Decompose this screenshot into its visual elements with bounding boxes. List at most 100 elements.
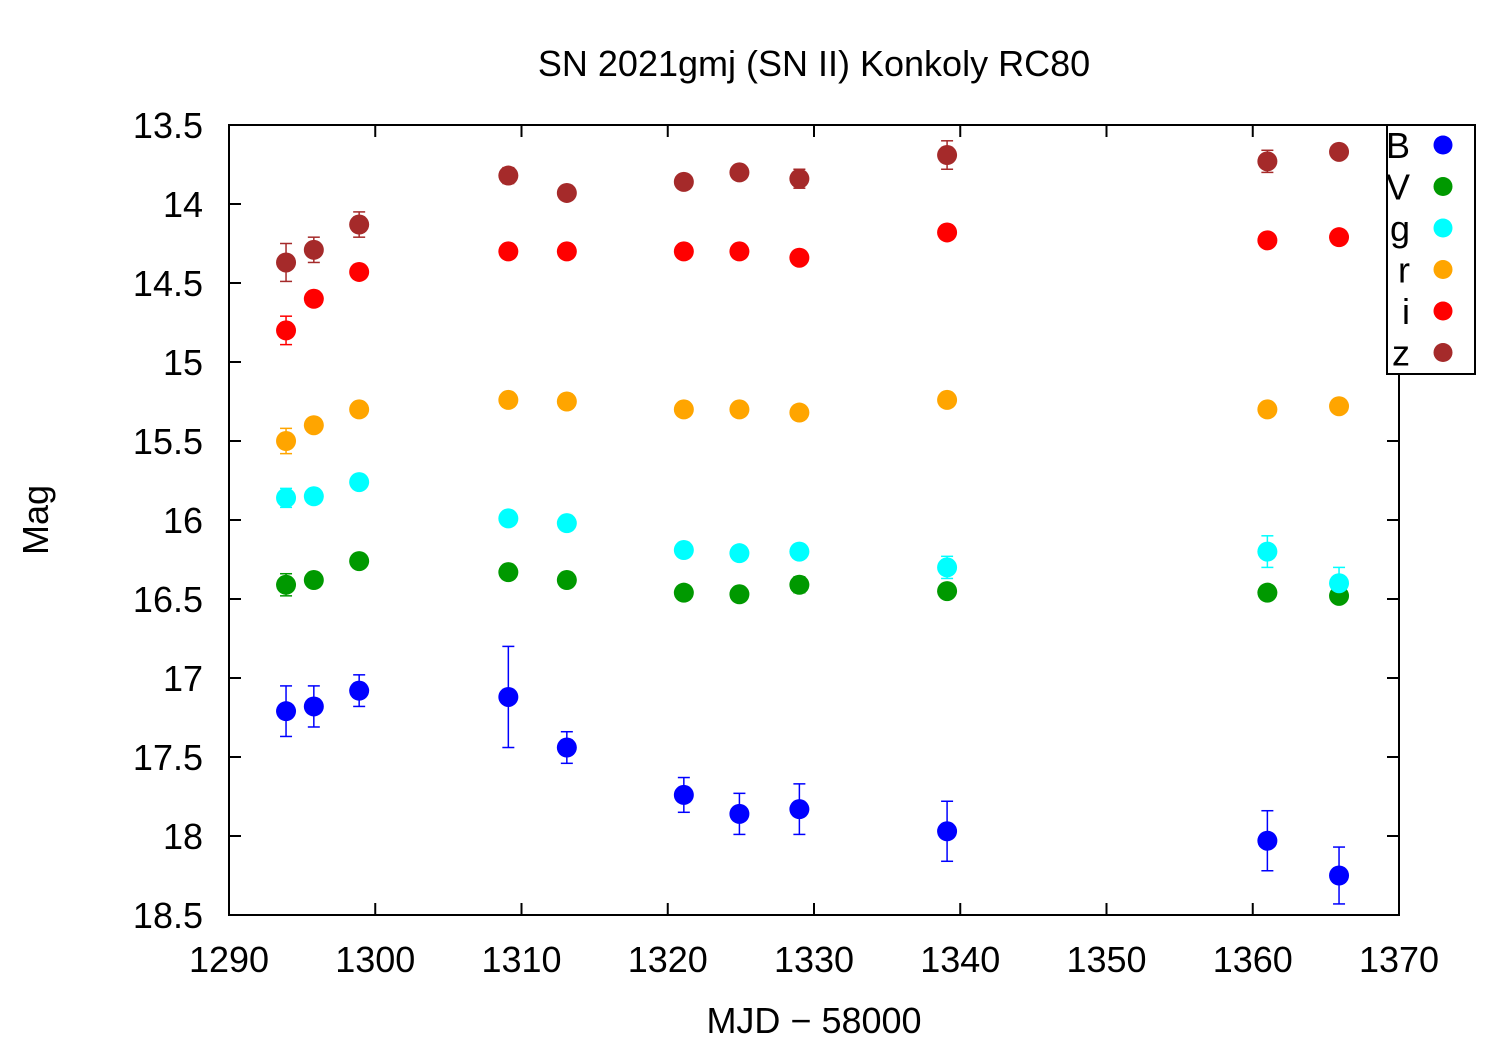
data-point-z	[937, 145, 958, 166]
data-point-g	[349, 472, 370, 493]
x-tick-label: 1370	[1359, 939, 1439, 980]
chart-title: SN 2021gmj (SN II) Konkoly RC80	[538, 43, 1090, 84]
legend-label: g	[1390, 208, 1410, 249]
data-point-i	[729, 241, 750, 262]
data-point-i	[937, 222, 958, 243]
data-point-V	[556, 570, 577, 591]
data-point-i	[498, 241, 519, 262]
data-point-z	[498, 165, 519, 186]
data-point-i	[673, 241, 694, 262]
y-tick-label: 13.5	[133, 105, 203, 146]
data-point-i	[349, 261, 370, 282]
data-point-z	[729, 162, 750, 183]
y-tick-label: 18	[163, 816, 203, 857]
data-point-V	[349, 551, 370, 572]
data-point-z	[276, 252, 297, 273]
data-point-i	[1257, 230, 1278, 251]
legend-label: z	[1392, 333, 1410, 374]
data-point-B	[1329, 865, 1350, 886]
data-point-z	[303, 239, 324, 260]
y-tick-label: 17.5	[133, 737, 203, 778]
data-point-i	[1329, 227, 1350, 248]
legend-marker	[1433, 343, 1453, 362]
y-tick-label: 16	[163, 500, 203, 541]
axis-ticks	[228, 124, 1400, 916]
data-point-V	[729, 584, 750, 605]
x-tick-label: 1330	[774, 939, 854, 980]
data-point-r	[303, 415, 324, 436]
data-point-B	[673, 784, 694, 805]
data-point-B	[789, 799, 810, 820]
x-tick-label: 1300	[335, 939, 415, 980]
y-axis-label: Mag	[15, 485, 56, 555]
data-points	[276, 141, 1350, 886]
data-point-z	[789, 168, 810, 189]
legend-label: r	[1398, 250, 1410, 291]
y-tick-label: 15.5	[133, 421, 203, 462]
data-point-V	[276, 574, 297, 595]
legend-box	[1386, 124, 1476, 375]
y-tick-label: 15	[163, 342, 203, 383]
data-point-g	[673, 540, 694, 561]
legend-marker	[1433, 135, 1453, 155]
data-point-g	[556, 513, 577, 534]
data-point-z	[556, 182, 577, 203]
data-point-V	[303, 570, 324, 591]
data-point-B	[937, 821, 958, 842]
data-point-r	[1257, 399, 1278, 420]
y-tick-label: 18.5	[133, 895, 203, 936]
plot-frame	[228, 124, 1400, 916]
data-point-V	[937, 581, 958, 602]
legend-label: B	[1386, 125, 1410, 166]
data-point-g	[729, 543, 750, 564]
data-point-B	[1257, 830, 1278, 851]
data-point-z	[673, 171, 694, 192]
data-point-B	[276, 701, 297, 722]
data-point-B	[729, 803, 750, 824]
data-point-z	[349, 214, 370, 235]
x-axis-label: MJD − 58000	[706, 1000, 921, 1041]
data-point-g	[1329, 573, 1350, 594]
data-point-r	[1329, 396, 1350, 417]
y-tick-label: 14.5	[133, 263, 203, 304]
legend-label: V	[1386, 167, 1410, 208]
data-point-i	[789, 247, 810, 268]
legend-marker	[1433, 177, 1453, 196]
legend-label: i	[1402, 291, 1410, 332]
data-point-r	[673, 399, 694, 420]
data-point-V	[673, 582, 694, 603]
data-point-g	[1257, 541, 1278, 562]
data-point-r	[556, 391, 577, 412]
legend-marker	[1433, 218, 1453, 238]
data-point-B	[349, 680, 370, 701]
data-point-i	[303, 288, 324, 309]
x-tick-labels: 1290 1300 1310 1320 1330 1340 1350 1360 1370	[189, 939, 1439, 980]
data-point-z	[1257, 151, 1278, 172]
x-tick-label: 1320	[628, 939, 708, 980]
x-tick-label: 1310	[481, 939, 561, 980]
data-point-r	[937, 389, 958, 410]
data-point-g	[789, 541, 810, 562]
legend-marker	[1433, 260, 1453, 279]
y-tick-label: 14	[163, 184, 203, 225]
data-point-r	[789, 402, 810, 423]
legend-marker	[1433, 301, 1453, 321]
data-point-V	[498, 562, 519, 583]
y-tick-label: 16.5	[133, 579, 203, 620]
data-point-r	[498, 389, 519, 410]
data-point-i	[276, 320, 297, 341]
x-tick-label: 1360	[1213, 939, 1293, 980]
data-point-V	[1257, 582, 1278, 603]
data-point-r	[729, 399, 750, 420]
data-point-B	[303, 696, 324, 717]
data-point-g	[276, 487, 297, 508]
error-bars	[280, 140, 1346, 905]
data-point-z	[1329, 141, 1350, 162]
data-point-g	[937, 557, 958, 578]
data-point-B	[556, 737, 577, 758]
y-tick-labels: 13.5 14 14.5 15 15.5 16 16.5 17 17.5 18 18.5	[133, 105, 203, 936]
x-tick-label: 1340	[920, 939, 1000, 980]
